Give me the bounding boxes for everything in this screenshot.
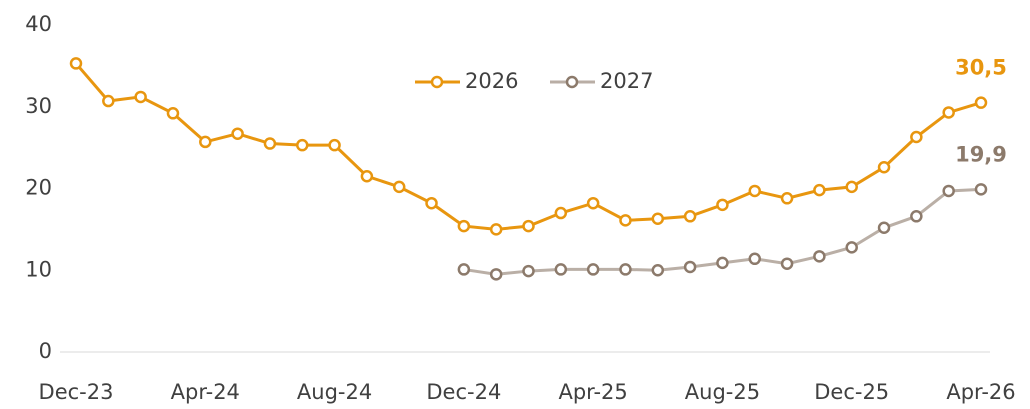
x-tick-label: Aug-25 (685, 380, 760, 404)
point (69, 57, 83, 70)
point (910, 130, 923, 144)
point (910, 210, 923, 223)
point (522, 219, 535, 233)
point (651, 264, 665, 277)
value-label: 19,9 (955, 142, 1007, 166)
legend-label: 2026 (465, 69, 518, 93)
legend-marker (430, 75, 444, 89)
x-tick-label: Dec-25 (814, 380, 889, 404)
point (392, 180, 406, 194)
point (748, 252, 761, 266)
point (328, 138, 341, 152)
y-tick-label: 30 (25, 94, 52, 118)
y-tick-label: 10 (25, 257, 52, 281)
x-tick-label: Aug-24 (297, 380, 372, 404)
point (554, 263, 568, 276)
point (619, 263, 632, 276)
x-tick-label: Apr-26 (946, 380, 1015, 404)
point (263, 137, 277, 150)
point (748, 184, 761, 198)
series-line (74, 62, 982, 231)
legend-marker (565, 75, 579, 89)
point (231, 127, 244, 140)
point (813, 183, 826, 197)
point (457, 263, 471, 276)
point (974, 96, 988, 109)
point (780, 257, 794, 270)
point (780, 192, 794, 205)
point (586, 196, 600, 210)
point (102, 94, 115, 108)
point (199, 135, 212, 149)
y-tick-label: 20 (25, 176, 52, 200)
x-tick-label: Dec-23 (39, 380, 114, 404)
x-tick-label: Apr-24 (171, 380, 240, 404)
point (716, 198, 729, 212)
point (134, 90, 147, 104)
point (619, 214, 632, 227)
point (942, 184, 955, 198)
point (489, 223, 503, 236)
point (877, 160, 891, 174)
point (489, 268, 503, 281)
point (425, 196, 438, 210)
point (166, 107, 180, 120)
point (651, 212, 665, 225)
point (522, 264, 535, 278)
point (877, 221, 891, 234)
point (716, 256, 729, 270)
point (296, 138, 309, 152)
point (554, 206, 568, 220)
y-tick-label: 0 (39, 339, 52, 363)
point (845, 180, 858, 194)
y-tick-label: 40 (25, 12, 52, 36)
point (457, 219, 471, 233)
point (586, 263, 600, 276)
point (845, 241, 858, 254)
legend-label: 2027 (600, 69, 653, 93)
point (942, 106, 955, 119)
value-label: 30,5 (955, 56, 1007, 80)
point (813, 250, 826, 263)
point (683, 210, 697, 223)
x-tick-label: Dec-24 (426, 380, 501, 404)
point (360, 169, 374, 183)
x-tick-label: Apr-25 (558, 380, 627, 404)
point (974, 183, 988, 196)
point (683, 260, 697, 274)
